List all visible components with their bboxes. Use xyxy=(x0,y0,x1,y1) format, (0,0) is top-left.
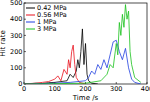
plot-lines xyxy=(24,5,141,84)
y-tick xyxy=(24,51,26,52)
y-tick xyxy=(24,19,26,20)
y-axis-label: Hit rate xyxy=(0,30,7,56)
y-tick xyxy=(24,35,26,36)
y-tick xyxy=(24,3,26,4)
y-tick-label: 500 xyxy=(10,0,22,7)
x-tick-label: 400 xyxy=(141,85,150,93)
x-tick-label: 0 xyxy=(22,85,26,93)
legend-label: 3 MPa xyxy=(37,25,56,33)
legend-swatch xyxy=(26,22,35,23)
series-line xyxy=(24,45,86,84)
legend-swatch xyxy=(26,29,35,30)
x-tick xyxy=(147,82,148,84)
series-line xyxy=(24,29,98,84)
y-tick-label: 400 xyxy=(10,15,22,23)
x-tick xyxy=(116,82,117,84)
chart: 0 100 200 300 400 0 100 200 300 400 500 Time /s Hit … xyxy=(0,0,150,102)
legend-swatch xyxy=(26,15,35,16)
y-tick-label: 300 xyxy=(10,32,22,40)
series-line xyxy=(24,5,141,84)
x-axis-label: Time /s xyxy=(72,94,99,102)
x-tick-label: 100 xyxy=(49,85,61,93)
y-tick xyxy=(24,67,26,68)
x-tick-label: 200 xyxy=(79,85,91,93)
series-line xyxy=(24,40,141,84)
y-tick-label: 100 xyxy=(10,64,22,72)
legend-swatch xyxy=(26,8,35,9)
plot-frame xyxy=(24,3,147,84)
y-tick-label: 200 xyxy=(10,48,22,56)
x-tick-label: 300 xyxy=(110,85,122,93)
y-tick-label: 0 xyxy=(18,80,22,88)
